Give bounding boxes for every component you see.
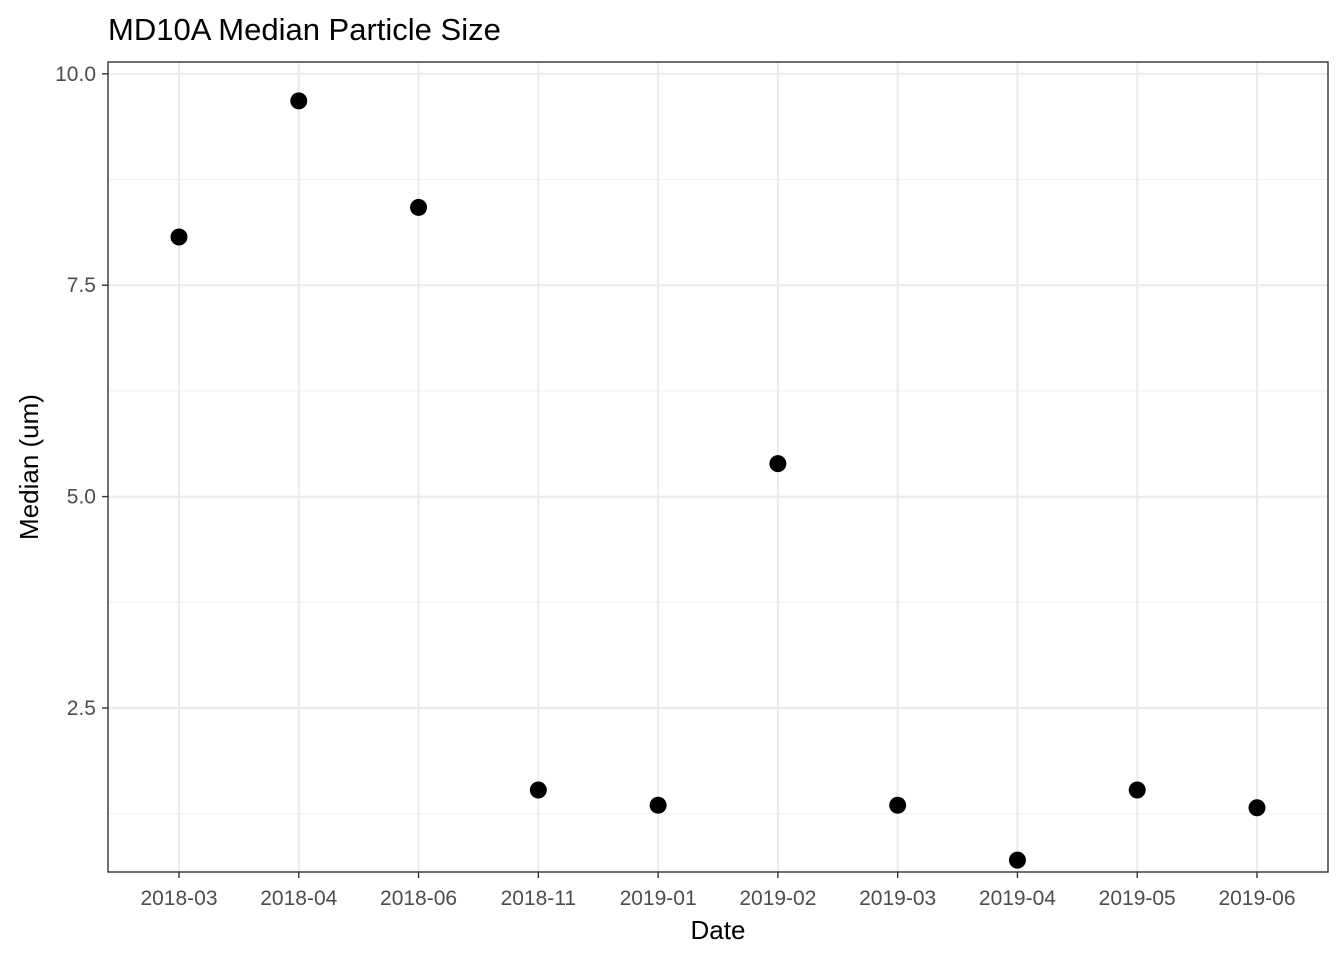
y-tick-label-1: 5.0 [67, 486, 96, 509]
y-tick-label-0: 2.5 [67, 697, 96, 720]
x-tick-label-2: 2018-06 [380, 887, 457, 910]
data-point-2019-04 [1008, 851, 1026, 869]
x-axis: 2018-03 2018-04 2018-06 2018-11 2019-01 2019-… [140, 872, 1296, 910]
data-point-2019-05 [1128, 781, 1146, 799]
x-tick-label-7: 2019-04 [979, 887, 1056, 910]
x-tick-label-9: 2019-06 [1218, 887, 1295, 910]
x-tick-label-1: 2018-04 [260, 887, 337, 910]
x-tick-label-8: 2019-05 [1099, 887, 1176, 910]
data-point-2019-01 [649, 796, 667, 814]
x-axis-title: Date [691, 915, 746, 945]
x-tick-label-4: 2019-01 [620, 887, 697, 910]
data-point-2019-03 [889, 796, 907, 814]
major-gridlines [108, 62, 1328, 872]
panel-border [107, 61, 1329, 873]
data-point-2018-06 [410, 198, 428, 216]
data-point-2018-04 [290, 92, 308, 110]
x-tick-label-6: 2019-03 [859, 887, 936, 910]
y-tick-label-2: 7.5 [67, 274, 96, 297]
data-point-2018-03 [170, 228, 188, 246]
data-point-2018-11 [529, 781, 547, 799]
x-tick-label-5: 2019-02 [739, 887, 816, 910]
y-axis: 2.5 5.0 7.5 10.0 [55, 63, 108, 720]
data-point-2019-06 [1248, 799, 1266, 817]
chart-title: MD10A Median Particle Size [108, 12, 501, 47]
y-axis-title: Median (um) [14, 394, 44, 540]
y-tick-label-3: 10.0 [55, 63, 96, 86]
data-points [170, 92, 1266, 869]
data-point-2019-02 [769, 455, 787, 473]
x-tick-label-0: 2018-03 [140, 887, 217, 910]
x-tick-label-3: 2018-11 [501, 887, 577, 910]
minor-gridlines [108, 178, 1328, 815]
